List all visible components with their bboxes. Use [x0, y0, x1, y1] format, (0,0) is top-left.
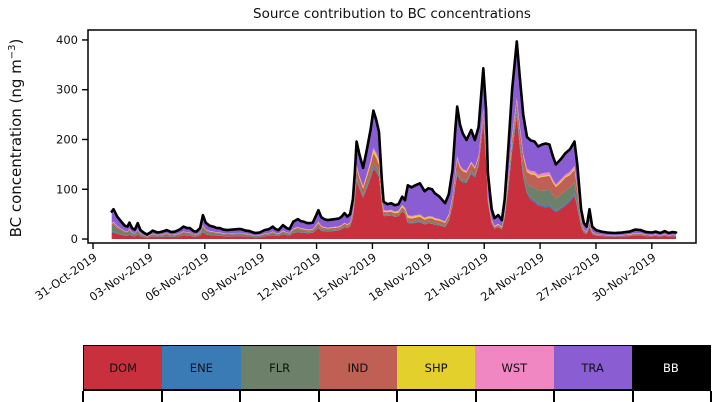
legend-item-ene: ENE — [162, 346, 241, 389]
legend-tick — [474, 391, 477, 402]
legend-tick — [317, 391, 320, 402]
y-tick-label: 200 — [56, 132, 78, 146]
legend-label: SHP — [424, 360, 448, 375]
legend-tick — [239, 391, 241, 402]
legend-tick — [710, 391, 712, 402]
legend-item-tra: TRA — [553, 346, 632, 389]
legend-tick — [553, 391, 555, 402]
axes-spines — [87, 29, 697, 244]
total-line — [110, 40, 678, 236]
legend-label: IND — [347, 360, 369, 375]
legend-tick — [396, 391, 398, 402]
legend-axis-ticks — [82, 390, 712, 402]
y-tick-label: 300 — [56, 83, 78, 97]
legend-tick — [631, 391, 634, 402]
legend-item-dom: DOM — [84, 346, 163, 389]
legend-label: WST — [501, 360, 528, 375]
legend-label: DOM — [109, 360, 138, 375]
legend-item-shp: SHP — [397, 346, 476, 389]
legend-tick — [82, 391, 84, 402]
legend-item-bb: BB — [631, 346, 710, 389]
y-axis-label-exponent: −3 — [7, 44, 18, 60]
legend-item-wst: WST — [475, 346, 554, 389]
legend-bar: DOM ENE FLR IND SHP WST TRA BB — [83, 345, 711, 391]
y-tick-label: 400 — [56, 33, 78, 47]
legend-label: BB — [662, 360, 679, 375]
area-dom — [111, 115, 677, 239]
legend-item-ind: IND — [318, 346, 397, 389]
y-axis-label-text: BC concentration (ng m — [7, 59, 25, 238]
legend-item-flr: FLR — [240, 346, 319, 389]
y-tick-label: 0 — [71, 232, 78, 246]
y-tick-label: 100 — [56, 182, 78, 196]
legend-label: ENE — [189, 360, 213, 375]
chart-title: Source contribution to BC concentrations — [253, 6, 531, 22]
area-tra — [111, 43, 677, 237]
legend-label: FLR — [269, 360, 291, 375]
legend-tick — [160, 391, 163, 402]
y-axis-label: BC concentration (ng m−3) — [7, 0, 29, 288]
y-axis-label-close: ) — [7, 38, 25, 45]
legend-label: TRA — [581, 360, 604, 375]
